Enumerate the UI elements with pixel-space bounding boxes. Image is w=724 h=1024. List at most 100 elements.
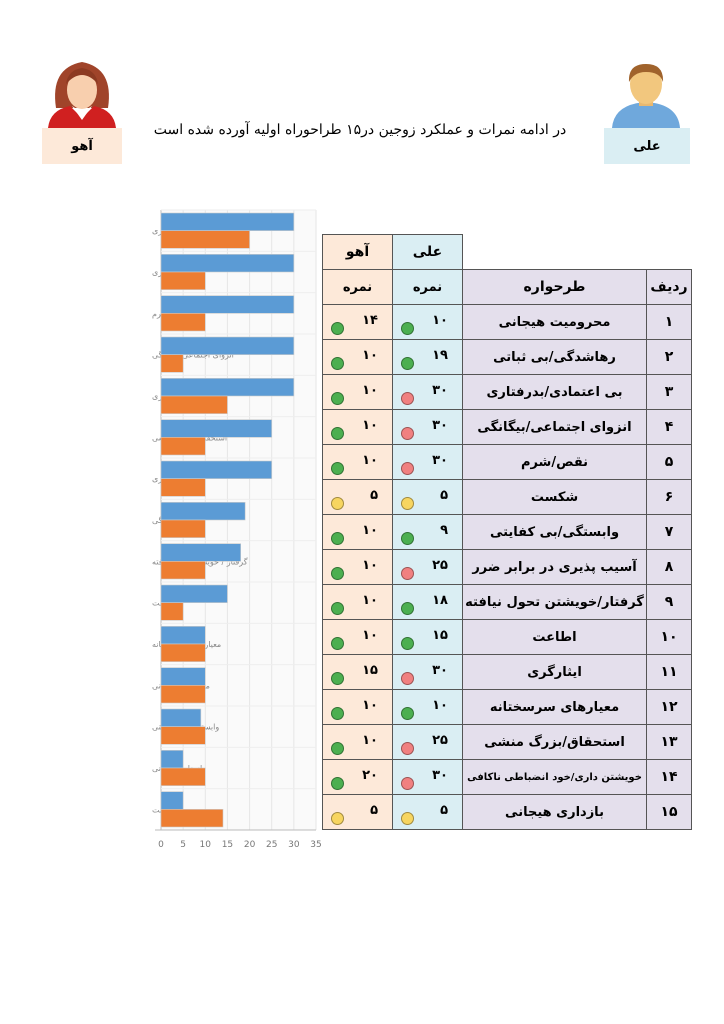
ali-score: ۲۵: [432, 733, 448, 748]
schema-scores-table: علی آهو ردیف طرحواره نمره نمره ۱ محرومیت…: [322, 234, 692, 830]
bar-ahoo: [160, 230, 250, 249]
ali-score: ۳۰: [432, 383, 448, 398]
header-ali: علی: [392, 234, 463, 270]
ahoo-score-cell: ۱۰: [322, 724, 393, 760]
bar-ali: [160, 336, 295, 355]
bar-ali: [160, 254, 295, 273]
bar-ali: [160, 295, 295, 314]
schema-name: محرومیت هیجانی: [462, 304, 647, 340]
ali-score: ۳۰: [432, 418, 448, 433]
table-row: ۹ گرفتار/خویشتن تحول نیافته ۱۸ ۱۰: [322, 584, 692, 620]
schema-name: معیارهای سرسختانه: [462, 689, 647, 725]
status-dot-icon: [401, 462, 414, 475]
ali-score-cell: ۱۵: [392, 619, 463, 655]
x-tick-label: 25: [266, 840, 277, 850]
row-number: ۱۴: [646, 759, 692, 795]
female-avatar-icon: [48, 62, 116, 128]
bar-ali: [160, 750, 184, 769]
ahoo-score-cell: ۲۰: [322, 759, 393, 795]
bar-ali: [160, 460, 273, 479]
schema-name: بی اعتمادی/بدرفتاری: [462, 374, 647, 410]
schema-name: آسیب پذیری در برابر ضرر: [462, 549, 647, 585]
ali-score-cell: ۱۹: [392, 339, 463, 375]
x-tick-label: 5: [180, 840, 186, 850]
schema-name: انزوای اجتماعی/بیگانگی: [462, 409, 647, 445]
status-dot-icon: [331, 812, 344, 825]
ali-score-cell: ۳۰: [392, 759, 463, 795]
ali-score: ۱۰: [432, 313, 448, 328]
status-dot-icon: [331, 672, 344, 685]
table-row: ۷ وابستگی/بی کفایتی ۹ ۱۰: [322, 514, 692, 550]
status-dot-icon: [401, 497, 414, 510]
status-dot-icon: [331, 742, 344, 755]
ali-score-cell: ۱۰: [392, 689, 463, 725]
status-dot-icon: [331, 777, 344, 790]
ali-score: ۱۹: [432, 348, 448, 363]
status-dot-icon: [331, 567, 344, 580]
ali-score: ۳۰: [432, 453, 448, 468]
schema-name: استحقاق/بزرگ منشی: [462, 724, 647, 760]
ahoo-score-cell: ۱۰: [322, 689, 393, 725]
row-number: ۱۲: [646, 689, 692, 725]
status-dot-icon: [331, 322, 344, 335]
ali-score: ۹: [440, 523, 448, 538]
bar-ali: [160, 502, 246, 521]
row-number: ۱: [646, 304, 692, 340]
ahoo-score: ۱۰: [362, 418, 378, 433]
status-dot-icon: [401, 357, 414, 370]
status-dot-icon: [401, 777, 414, 790]
status-dot-icon: [401, 812, 414, 825]
table-row: ۶ شکست ۵ ۵: [322, 479, 692, 515]
bar-ahoo: [160, 726, 206, 745]
ahoo-score-cell: ۱۰: [322, 584, 393, 620]
bar-ali: [160, 419, 273, 438]
bar-ahoo: [160, 519, 206, 538]
status-dot-icon: [331, 392, 344, 405]
ahoo-score-cell: ۱۴: [322, 304, 393, 340]
ahoo-score-cell: ۱۵: [322, 654, 393, 690]
bar-ahoo: [160, 478, 206, 497]
ahoo-score: ۵: [370, 803, 378, 818]
header-ali-score: نمره: [392, 269, 463, 305]
status-dot-icon: [331, 637, 344, 650]
person-right-label: علی: [604, 128, 690, 164]
header-ahoo-score: نمره: [322, 269, 393, 305]
status-dot-icon: [331, 532, 344, 545]
ahoo-score-cell: ۱۰: [322, 514, 393, 550]
bar-ahoo: [160, 602, 184, 621]
male-avatar-icon: [612, 64, 680, 128]
status-dot-icon: [331, 707, 344, 720]
bar-ali: [160, 212, 295, 231]
ahoo-score-cell: ۱۰: [322, 339, 393, 375]
table-header-row-persons: علی آهو: [322, 234, 692, 270]
table-row: ۸ آسیب پذیری در برابر ضرر ۲۵ ۱۰: [322, 549, 692, 585]
row-number: ۱۰: [646, 619, 692, 655]
ahoo-score: ۱۴: [362, 313, 378, 328]
header-ahoo: آهو: [322, 234, 393, 270]
ahoo-score: ۱۰: [362, 558, 378, 573]
ahoo-score: ۵: [370, 488, 378, 503]
bar-ali: [160, 667, 206, 686]
table-row: ۱۲ معیارهای سرسختانه ۱۰ ۱۰: [322, 689, 692, 725]
bar-ali: [160, 626, 206, 645]
schema-name: شکست: [462, 479, 647, 515]
status-dot-icon: [401, 427, 414, 440]
ali-score: ۱۵: [432, 628, 448, 643]
person-left-label: آهو: [42, 128, 122, 164]
x-tick-label: 30: [288, 840, 300, 850]
table-row: ۲ رهاشدگی/بی ثباتی ۱۹ ۱۰: [322, 339, 692, 375]
ali-score-cell: ۳۰: [392, 654, 463, 690]
table-header-row: ردیف طرحواره نمره نمره: [322, 269, 692, 305]
status-dot-icon: [401, 532, 414, 545]
schema-name: گرفتار/خویشتن تحول نیافته: [462, 584, 647, 620]
ali-score: ۵: [440, 488, 448, 503]
ali-score-cell: ۱۸: [392, 584, 463, 620]
schema-name: بازداری هیجانی: [462, 794, 647, 830]
ahoo-score: ۱۰: [362, 593, 378, 608]
status-dot-icon: [401, 707, 414, 720]
ahoo-score-cell: ۱۰: [322, 619, 393, 655]
status-dot-icon: [401, 567, 414, 580]
table-row: ۵ نقص/شرم ۳۰ ۱۰: [322, 444, 692, 480]
ahoo-score-cell: ۵: [322, 479, 393, 515]
ali-score-cell: ۲۵: [392, 724, 463, 760]
